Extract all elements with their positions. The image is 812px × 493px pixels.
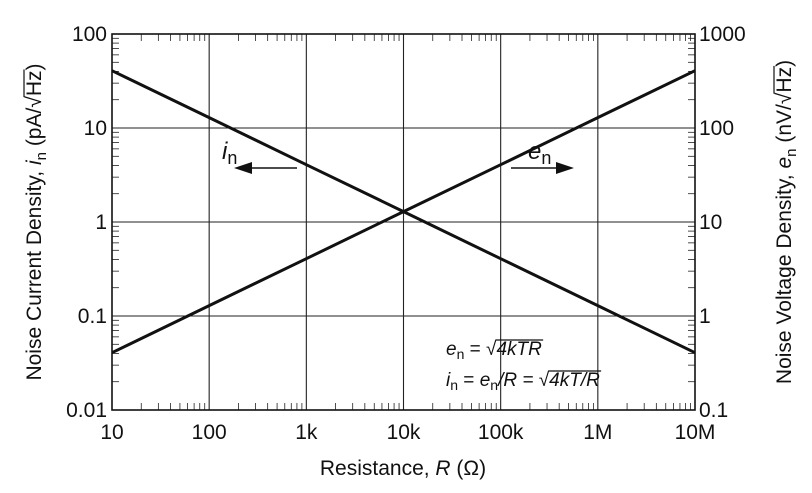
y-axis-title-unit-root: Hz	[23, 70, 46, 96]
y2-axis-title: Noise Voltage Density, en (nV/√Hz)	[773, 60, 800, 384]
y-tick-label: 1	[95, 211, 107, 234]
annotation-en-formula: en = √4kTR	[446, 339, 542, 362]
annotation-in-formula: in = en/R = √4kT/R	[446, 370, 600, 393]
y2-axis-title-sqrt: √	[773, 92, 796, 104]
plot-frame	[111, 33, 696, 411]
x-tick-label: 100k	[478, 421, 524, 444]
x-tick-label: 10	[100, 421, 123, 444]
annotation-in-mid-sub: n	[490, 377, 498, 393]
y2-tick-label: 1	[699, 305, 711, 328]
x-tick-label: 1k	[295, 421, 318, 444]
x-tick-label: 10k	[387, 421, 421, 444]
x-tick-label: 10M	[675, 421, 716, 444]
y2-tick-label: 10	[699, 211, 722, 234]
y2-axis-title-pre: Noise Voltage Density,	[773, 169, 796, 385]
y-axis-title: Noise Current Density, in (pA/√Hz)	[23, 63, 50, 380]
y2-axis-title-unit-open: (nV/	[773, 104, 796, 149]
annotation-in-mid: /R =	[496, 370, 539, 391]
y-tick-label: 0.01	[66, 399, 107, 422]
series-label-en-var: e	[528, 138, 541, 165]
x-tick-labels: 10 100 1k 10k 100k 1M 10M	[100, 421, 715, 444]
x-axis-title-post: (Ω)	[451, 457, 487, 480]
series-layer	[111, 69, 696, 355]
x-axis-title-pre: Resistance,	[320, 457, 436, 480]
y2-axis-title-var: e	[773, 157, 796, 169]
y2-tick-label: 100	[699, 117, 734, 140]
y2-tick-label: 0.1	[699, 399, 728, 422]
annotation-en-sqrt: √	[486, 339, 497, 360]
annotation-en-sub: n	[457, 346, 465, 362]
y-tick-label: 10	[84, 117, 107, 140]
y2-axis-title-sub: n	[783, 148, 800, 156]
y2-tick-labels: 0.1 1 10 100 1000	[699, 23, 746, 422]
major-gridlines	[112, 34, 695, 410]
y-tick-label: 0.1	[78, 305, 107, 328]
annotation-in-sub: n	[450, 377, 458, 393]
y-axis-title-var: i	[23, 159, 46, 165]
svg-text:Noise Current Density, in (pA/: Noise Current Density, in (pA/√Hz)	[23, 63, 50, 380]
series-arrow-in-head	[234, 162, 252, 174]
y-tick-label: 100	[72, 23, 107, 46]
series-label-in-sub: n	[227, 148, 237, 168]
annotation-en-root: 4kTR	[496, 339, 542, 360]
y2-axis-title-unit-root: Hz	[773, 67, 796, 93]
x-tick-label: 1M	[583, 421, 612, 444]
series-arrow-en-head	[556, 162, 574, 174]
series-label-in: in	[222, 138, 237, 168]
x-axis-title: Resistance, R (Ω)	[320, 457, 486, 480]
y-axis-title-unit-open: (pA/	[23, 107, 46, 152]
y-axis-title-pre: Noise Current Density,	[23, 165, 46, 381]
annotation-en-var: e	[446, 339, 457, 360]
y-axis-title-sqrt: √	[23, 96, 46, 108]
annotation-in-eq: =	[458, 370, 480, 391]
annotation-in-root: 4kT/R	[549, 370, 600, 391]
annotation-en-eq: =	[464, 339, 486, 360]
y2-axis-title-unit-close: )	[773, 60, 796, 67]
x-axis-title-var: R	[435, 457, 450, 480]
annotation-in-mid-var: e	[480, 370, 491, 391]
series-line-en	[111, 69, 696, 355]
annotation-in-sqrt: √	[539, 370, 550, 391]
svg-text:Noise Voltage Density, en (nV/: Noise Voltage Density, en (nV/√Hz)	[773, 60, 800, 384]
y2-tick-label: 1000	[699, 23, 746, 46]
radical-overlines	[23, 65, 775, 372]
series-label-en-sub: n	[541, 148, 551, 168]
x-tick-label: 100	[192, 421, 227, 444]
y-tick-labels: 0.01 0.1 1 10 100	[66, 23, 107, 422]
y-axis-title-unit-close: )	[23, 63, 46, 70]
annotation-in-var: i	[446, 370, 451, 391]
series-label-en: en	[528, 138, 551, 168]
y-axis-title-sub: n	[33, 152, 50, 160]
series-label-in-var: i	[222, 138, 228, 165]
